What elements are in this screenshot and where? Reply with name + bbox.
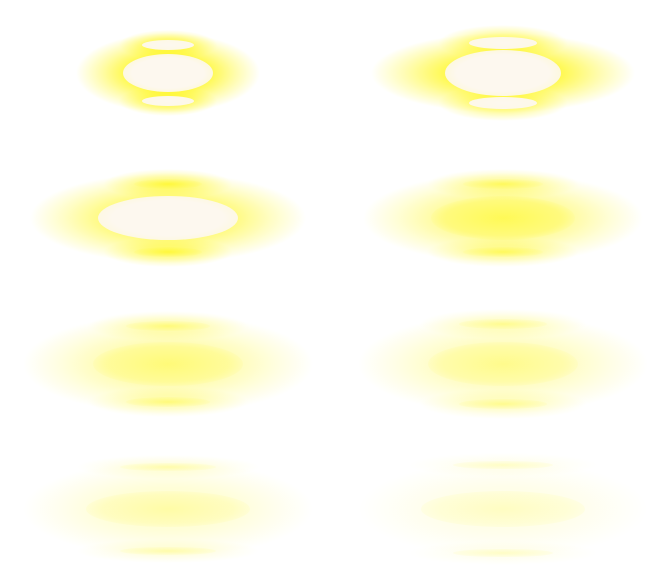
glow-core — [421, 491, 585, 527]
glow-frame-2 — [371, 25, 635, 121]
glow-bar-bottom — [120, 547, 216, 555]
glow-frame-6 — [358, 309, 648, 419]
glow-bar-bottom — [459, 399, 547, 409]
glow-frame-4 — [363, 169, 643, 267]
glow-core — [98, 196, 238, 240]
glow-core — [431, 196, 575, 240]
glow-bar-bottom — [142, 96, 194, 106]
glow-bar-bottom — [126, 397, 210, 407]
glow-core — [86, 491, 250, 527]
glow-frame-3 — [30, 169, 306, 267]
glow-bar-top — [134, 179, 202, 189]
glow-bar-bottom — [134, 247, 202, 257]
glow-bar-top — [142, 40, 194, 50]
glow-frame-1 — [76, 30, 260, 116]
glow-frame-5 — [23, 311, 313, 417]
glow-bar-top — [453, 461, 553, 469]
glow-bar-top — [469, 37, 537, 49]
glow-frame-8 — [358, 453, 648, 565]
glow-bar-top — [463, 179, 543, 189]
glow-core — [93, 342, 243, 386]
glow-bar-top — [120, 463, 216, 471]
glow-bar-bottom — [463, 247, 543, 257]
glow-core — [123, 54, 213, 92]
glow-bar-top — [126, 321, 210, 331]
glow-frame-7 — [23, 455, 313, 563]
glow-bar-bottom — [469, 97, 537, 109]
glow-core — [428, 342, 578, 386]
glow-bar-bottom — [453, 549, 553, 557]
glow-bar-top — [459, 319, 547, 329]
frames-layer — [23, 25, 648, 565]
glow-core — [445, 50, 561, 96]
